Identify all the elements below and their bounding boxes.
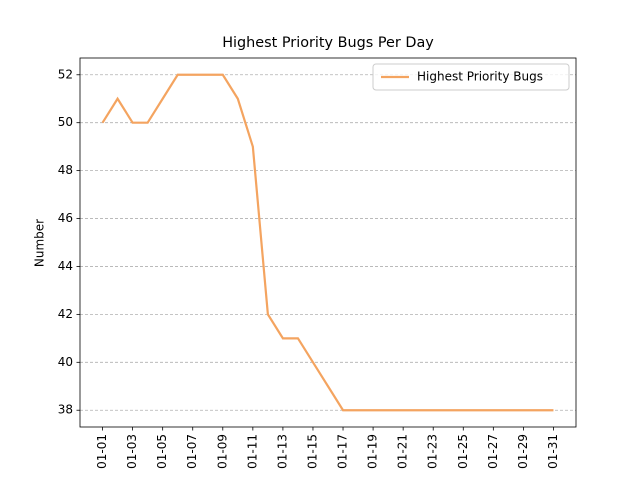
x-tick-label: 01-25 xyxy=(456,434,470,469)
y-tick-label: 52 xyxy=(58,67,73,81)
chart-title: Highest Priority Bugs Per Day xyxy=(222,35,434,51)
y-tick-label: 46 xyxy=(58,211,73,225)
x-tick-label: 01-03 xyxy=(125,434,139,469)
y-tick-label: 48 xyxy=(58,163,73,177)
data-line xyxy=(101,73,554,412)
y-tick-label: 38 xyxy=(58,403,73,417)
y-tick-label: 40 xyxy=(58,355,73,369)
x-tick-label: 01-31 xyxy=(546,434,560,469)
x-tick-label: 01-19 xyxy=(366,434,380,469)
x-tick-label: 01-05 xyxy=(155,434,169,469)
y-tick-label: 42 xyxy=(58,307,73,321)
x-tick-label: 01-21 xyxy=(396,434,410,469)
x-tick-label: 01-15 xyxy=(305,434,319,469)
x-tick-label: 01-13 xyxy=(275,434,289,469)
x-tick-label: 01-27 xyxy=(486,434,500,469)
x-tick-label: 01-23 xyxy=(426,434,440,469)
x-tick-label: 01-11 xyxy=(245,434,259,469)
x-tick-label: 01-01 xyxy=(95,434,109,469)
y-tick-label: 50 xyxy=(58,115,73,129)
x-tick-label: 01-09 xyxy=(215,434,229,469)
x-tick-label: 01-17 xyxy=(336,434,350,469)
legend-label: Highest Priority Bugs xyxy=(417,70,543,84)
plot-frame xyxy=(79,57,577,428)
y-tick-label: 44 xyxy=(58,259,73,273)
legend-box xyxy=(372,63,570,91)
y-axis-label: Number xyxy=(33,219,47,267)
legend: Highest Priority Bugs xyxy=(372,63,570,91)
x-tick-label: 01-29 xyxy=(516,434,530,469)
x-tick-label: 01-07 xyxy=(185,434,199,469)
